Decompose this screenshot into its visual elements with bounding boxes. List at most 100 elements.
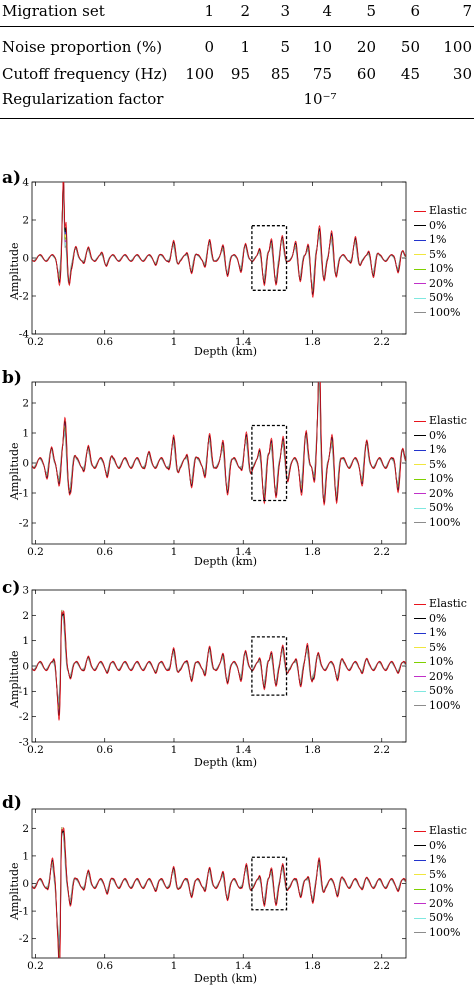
panel-label: c) — [2, 578, 21, 598]
legend-label: 0% — [429, 218, 447, 232]
legend-label: 20% — [429, 276, 454, 290]
legend-item: 5% — [414, 248, 467, 263]
legend-item: 100% — [414, 699, 467, 714]
legend-swatch — [414, 845, 426, 846]
y-tick-label: 1 — [22, 428, 29, 440]
y-tick-label: 0 — [22, 878, 29, 890]
x-tick-label: 1.8 — [304, 744, 321, 756]
chart-panel-d: 0.2 0.6 1 1.4 1.8 2.2 -2 -1 0 1 2 d) Amplitude Dep… — [0, 793, 474, 985]
legend-swatch — [414, 932, 426, 933]
table-cell: 85 — [270, 65, 290, 83]
legend-label: Elastic — [429, 204, 467, 217]
highlight-box — [251, 225, 288, 291]
legend-item: 20% — [414, 277, 467, 292]
waveform-group — [32, 382, 406, 507]
legend-swatch — [414, 449, 426, 451]
x-tick-label: 0.6 — [96, 960, 113, 972]
y-tick-label: -2 — [19, 518, 29, 530]
legend: Elastic 0% 1% 5% 10% 20% 50% 100% — [414, 414, 467, 530]
y-tick-label: 2 — [22, 610, 29, 622]
legend-swatch — [414, 661, 426, 663]
x-tick-label: 2.2 — [373, 960, 390, 972]
y-tick-label: 3 — [22, 585, 29, 597]
legend-item: 0% — [414, 429, 467, 444]
series-line — [32, 382, 406, 502]
y-tick-label: 0 — [22, 458, 29, 470]
y-axis-label: Amplitude — [8, 862, 21, 920]
legend-label: 5% — [429, 867, 447, 881]
legend-item: 50% — [414, 291, 467, 306]
legend-swatch — [414, 225, 426, 226]
table-row: Noise proportion (%) 0 1 5 10 20 50 100 — [0, 36, 474, 58]
chart-plot-b: 0.2 0.6 1 1.4 1.8 2.2 -2 -1 0 1 2 — [19, 381, 407, 558]
legend-swatch — [414, 522, 426, 523]
chart-plot-d: 0.2 0.6 1 1.4 1.8 2.2 -2 -1 0 1 2 — [19, 808, 407, 972]
waveform-group — [32, 826, 406, 958]
legend-item: 5% — [414, 868, 467, 883]
legend-item: 0% — [414, 839, 467, 854]
legend-item: 50% — [414, 684, 467, 699]
legend-item: 1% — [414, 233, 467, 248]
panel-label: a) — [2, 168, 22, 188]
legend-item: 20% — [414, 670, 467, 685]
legend-label: 5% — [429, 247, 447, 261]
legend: Elastic 0% 1% 5% 10% 20% 50% 100% — [414, 204, 467, 320]
y-tick-label: 4 — [22, 177, 29, 189]
legend-swatch — [414, 705, 426, 706]
legend-item: 10% — [414, 882, 467, 897]
series-line — [32, 182, 406, 299]
series-line — [32, 382, 406, 502]
x-tick-label: 1.8 — [304, 336, 321, 348]
table-cell: 20 — [356, 38, 376, 56]
legend-swatch — [414, 420, 426, 422]
table-cell: 45 — [400, 65, 420, 83]
legend-swatch — [414, 690, 426, 692]
x-tick-label: 1.4 — [235, 744, 252, 756]
series-line — [32, 827, 406, 957]
legend-label: Elastic — [429, 824, 467, 837]
series-line — [32, 610, 406, 711]
x-tick-label: 1 — [171, 336, 178, 348]
x-axis-label: Depth (km) — [194, 756, 258, 769]
legend-label: 1% — [429, 853, 447, 866]
y-tick-label: 2 — [22, 215, 29, 227]
y-tick-label: -2 — [19, 711, 29, 723]
legend-swatch — [414, 464, 426, 465]
legend-swatch — [414, 618, 426, 619]
table-rule — [0, 118, 474, 119]
legend-item: 0% — [414, 612, 467, 627]
series-line — [32, 828, 406, 958]
chart-plot-c: 0.2 0.6 1 1.4 1.8 2.2 -3 -2 -1 0 1 2 3 — [19, 585, 407, 756]
series-line — [32, 827, 406, 943]
legend-swatch — [414, 903, 426, 904]
table-header-cell: 4 — [322, 2, 332, 20]
legend-label: Elastic — [429, 414, 467, 427]
table-header-row: Migration set 1 2 3 4 5 6 7 — [0, 0, 474, 22]
legend-item: 20% — [414, 897, 467, 912]
legend-label: 5% — [429, 640, 447, 654]
x-tick-label: 0.6 — [96, 744, 113, 756]
legend-label: 50% — [429, 291, 454, 304]
y-tick-label: -1 — [19, 686, 29, 698]
legend-swatch — [414, 435, 426, 436]
table-header-label: Migration set — [2, 2, 105, 20]
legend-swatch — [414, 210, 426, 212]
legend-label: 10% — [429, 882, 454, 895]
series-line — [32, 382, 406, 504]
x-tick-label: 2.2 — [373, 744, 390, 756]
y-tick-label: -1 — [19, 488, 29, 500]
legend-item: 20% — [414, 487, 467, 502]
legend: Elastic 0% 1% 5% 10% 20% 50% 100% — [414, 824, 467, 940]
legend-swatch — [414, 297, 426, 299]
highlight-box — [251, 856, 288, 911]
table-rule — [0, 26, 474, 27]
series-line — [32, 182, 406, 294]
table-header-cell: 3 — [280, 2, 290, 20]
legend-item: 10% — [414, 655, 467, 670]
x-tick-label: 1 — [171, 960, 178, 972]
table-cell: 5 — [280, 38, 290, 56]
legend-label: 0% — [429, 838, 447, 852]
legend-item: 10% — [414, 262, 467, 277]
y-axis-label: Amplitude — [8, 242, 21, 300]
series-line — [32, 827, 406, 952]
